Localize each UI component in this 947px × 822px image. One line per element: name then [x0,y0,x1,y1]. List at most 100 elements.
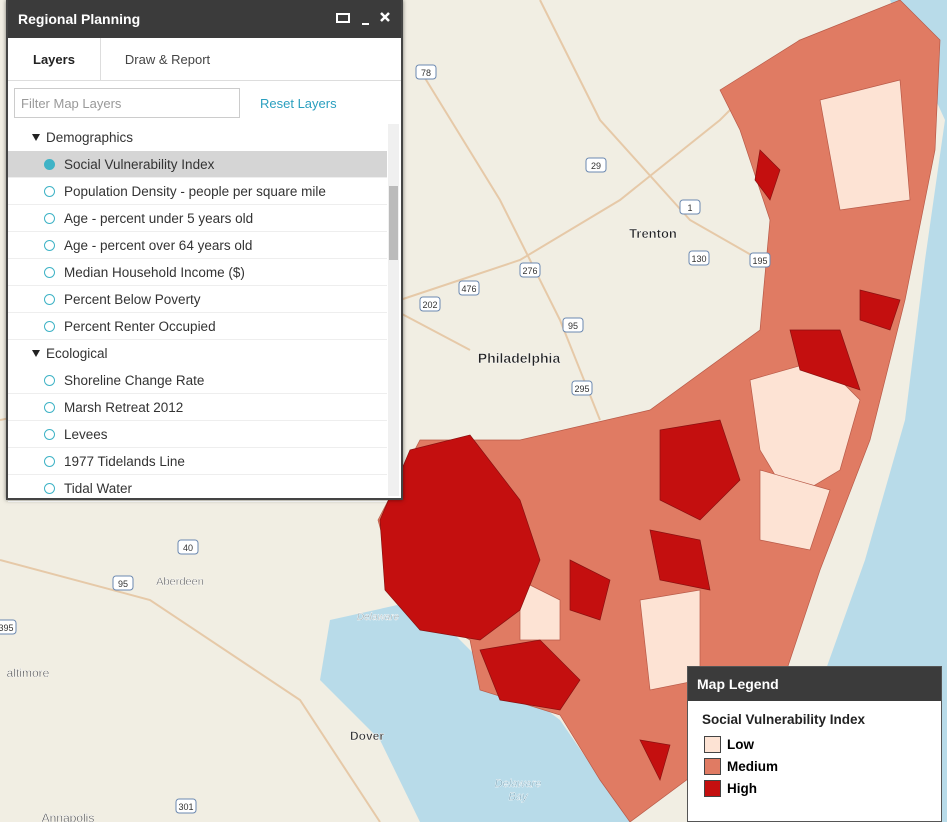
layer-name: Marsh Retreat 2012 [64,399,184,415]
reset-link[interactable]: Reset Layers [260,95,337,111]
layer-item[interactable]: Age - percent under 5 years old [8,205,387,232]
place-label: Annapolis [42,811,95,822]
route-number: 295 [574,384,589,394]
route-number: 395 [0,623,14,633]
legend-label: Medium [727,758,779,774]
minimize-icon[interactable] [362,23,369,25]
radio[interactable] [44,185,55,197]
layer-item[interactable]: Social Vulnerability Index [8,151,387,178]
legend-items: Low Medium High [688,733,941,799]
layer-name: Social Vulnerability Index [64,156,215,172]
route-number: 195 [752,256,767,266]
layer-item[interactable]: Tidal Water [8,475,387,502]
layer-name: Percent Below Poverty [64,291,201,307]
route-shield [571,380,593,396]
legend-item: Low [704,733,941,755]
layer-name: Shoreline Change Rate [64,372,205,388]
layer-name: Tidal Water [64,480,133,496]
print-icon[interactable] [336,13,350,23]
route-shield [519,262,541,278]
legend-layer: Social Vulnerability Index [702,712,866,727]
route-shield [175,798,197,814]
route-shield [458,280,480,296]
place-label: altimore [7,666,50,680]
scroll-thumb[interactable] [389,186,398,260]
group-header[interactable]: Ecological [8,340,387,367]
route-number: 40 [183,543,193,553]
legend-label: Low [727,736,754,752]
high-areas [379,149,901,781]
layer-item[interactable]: Levees [8,421,387,448]
legend-swatch [704,757,721,775]
radio[interactable] [44,239,55,251]
layer-item[interactable]: Percent Below Poverty [8,286,387,313]
radio[interactable] [44,482,55,494]
legend-header: Map Legend [688,667,941,701]
low-areas [519,79,911,691]
layer-item[interactable]: Median Household Income ($) [8,259,387,286]
route-shield [679,199,701,215]
legend-swatch [704,735,721,753]
place-label: Philadelphia [478,350,561,366]
route-number: 130 [691,254,706,264]
group-name: Ecological [46,346,108,361]
expand-icon[interactable] [32,134,40,141]
route-number: 476 [461,284,476,294]
route-number: 301 [178,802,193,812]
route-number: 29 [591,161,601,171]
layer-name: Age - percent under 5 years old [64,210,254,226]
close-icon[interactable] [380,12,390,22]
expand-icon[interactable] [32,350,40,357]
radio[interactable] [44,428,55,440]
tabs: Layers Draw & Report [8,38,401,81]
radio[interactable] [44,455,55,467]
place-label: Delaware [495,778,541,790]
layer-item[interactable]: 1977 Tidelands Line [8,448,387,475]
legend-item: Medium [704,755,941,777]
radio[interactable] [44,293,55,305]
medium-area [377,0,941,822]
place-label: Bay [509,791,529,803]
route-number: 202 [422,300,437,310]
scrollbar[interactable] [388,124,399,496]
route-shield [749,252,771,268]
radio[interactable] [44,374,55,386]
filter-row: Filter Map Layers Reset Layers [8,81,401,125]
filter-input[interactable]: Filter Map Layers [14,88,240,118]
layer-item[interactable]: Shoreline Change Rate [8,367,387,394]
route-number: 78 [421,68,431,78]
group-header[interactable]: Demographics [8,124,387,151]
route-shield [0,619,17,635]
tab[interactable]: Draw & Report [124,51,211,67]
panel-controls[interactable] [335,9,395,29]
layer-item[interactable]: Population Density - people per square m… [8,178,387,205]
radio[interactable] [44,158,55,170]
legend-title: Map Legend [697,676,779,692]
legend-item: High [704,777,941,799]
layer-name: Age - percent over 64 years old [64,237,253,253]
panel-title: Regional Planning [18,11,141,27]
layer-item[interactable]: Percent Renter Occupied [8,313,387,340]
tab[interactable]: Layers [8,38,101,80]
layer-name: Population Density - people per square m… [64,183,326,199]
route-shield [585,157,607,173]
layer-list: Demographics Social Vulnerability Index Po… [8,124,387,502]
radio[interactable] [44,401,55,413]
group-name: Demographics [46,130,134,145]
route-number: 95 [568,321,578,331]
route-shield [419,296,441,312]
layer-name: Levees [64,426,108,442]
layer-item[interactable]: Marsh Retreat 2012 [8,394,387,421]
route-shield [562,317,584,333]
radio[interactable] [44,320,55,332]
route-number: 276 [522,266,537,276]
radio[interactable] [44,266,55,278]
layer-name: 1977 Tidelands Line [64,453,185,469]
place-label: Aberdeen [156,576,204,588]
layer-panel: Regional Planning Layers Draw & Report F… [6,0,403,502]
place-label: Trenton [629,226,677,241]
layer-item[interactable]: Age - percent over 64 years old [8,232,387,259]
radio[interactable] [44,212,55,224]
